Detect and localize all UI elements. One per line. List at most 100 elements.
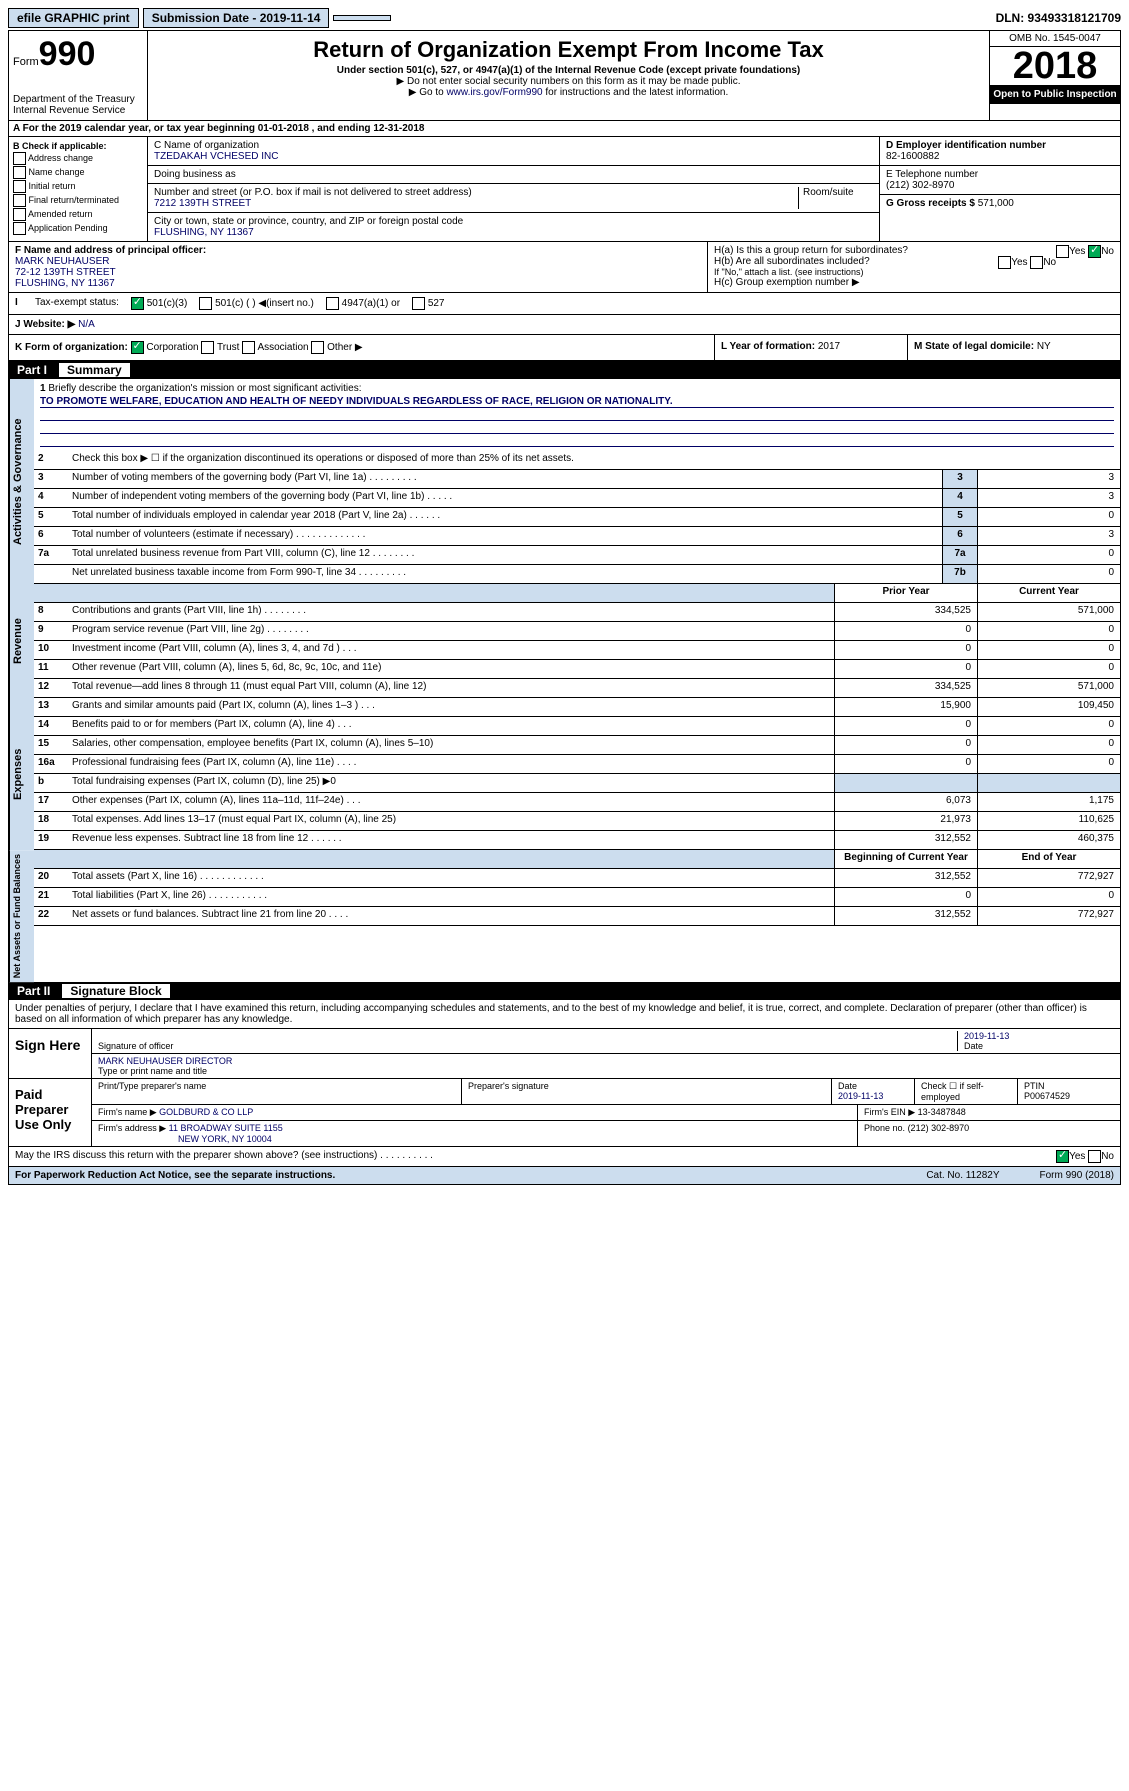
discuss: May the IRS discuss this return with the… [15, 1150, 433, 1163]
l8: Contributions and grants (Part VIII, lin… [68, 603, 834, 621]
chk-4947[interactable] [326, 297, 339, 310]
irs-link[interactable]: www.irs.gov/Form990 [446, 87, 542, 98]
self-emp: Check ☐ if self-employed [915, 1079, 1018, 1104]
b-title: B Check if applicable: [13, 141, 143, 151]
l10: Investment income (Part VIII, column (A)… [68, 641, 834, 659]
l21b: 0 [834, 888, 977, 906]
org-name: TZEDAKAH VCHESED INC [154, 151, 873, 162]
open-public: Open to Public Inspection [990, 85, 1120, 104]
l11p: 0 [834, 660, 977, 678]
sig-officer-lbl: Signature of officer [98, 1041, 957, 1051]
firm-name: GOLDBURD & CO LLP [159, 1107, 253, 1117]
b-opt[interactable]: Final return/terminated [13, 194, 143, 207]
header-right: OMB No. 1545-0047 2018 Open to Public In… [989, 31, 1120, 120]
street: 7212 139TH STREET [154, 198, 798, 209]
vert-revenue: Revenue [9, 584, 34, 698]
chk-501c[interactable] [199, 297, 212, 310]
b-opt[interactable]: Application Pending [13, 222, 143, 235]
b-opt[interactable]: Name change [13, 166, 143, 179]
l21: Total liabilities (Part X, line 26) . . … [68, 888, 834, 906]
l22e: 772,927 [977, 907, 1120, 925]
l5: Total number of individuals employed in … [68, 508, 942, 526]
sig-date: 2019-11-13 [964, 1031, 1114, 1041]
l8p: 334,525 [834, 603, 977, 621]
note1: ▶ Do not enter social security numbers o… [152, 76, 985, 87]
l14c: 0 [977, 717, 1120, 735]
chk-other[interactable] [311, 341, 324, 354]
prep-date: 2019-11-13 [838, 1091, 883, 1101]
discuss-yes[interactable]: ✓ [1056, 1150, 1069, 1163]
l15: Salaries, other compensation, employee b… [68, 736, 834, 754]
dln-label: DLN: 93493318121709 [996, 11, 1121, 25]
l9p: 0 [834, 622, 977, 640]
l6: Total number of volunteers (estimate if … [68, 527, 942, 545]
part1-header: Part I Summary [9, 361, 1120, 379]
b-opt[interactable]: Amended return [13, 208, 143, 221]
l3v: 3 [977, 470, 1120, 488]
l9c: 0 [977, 622, 1120, 640]
l17c: 1,175 [977, 793, 1120, 811]
m-label: M State of legal domicile: [914, 341, 1034, 352]
efile-button[interactable]: efile GRAPHIC print [8, 8, 139, 28]
l19c: 460,375 [977, 831, 1120, 849]
phone-lbl: Phone no. [864, 1123, 905, 1133]
form-title: Return of Organization Exempt From Incom… [152, 37, 985, 63]
name-lbl: Type or print name and title [98, 1066, 1114, 1076]
officer-street: 72-12 139TH STREET [15, 267, 701, 278]
l11c: 0 [977, 660, 1120, 678]
l9: Program service revenue (Part VIII, line… [68, 622, 834, 640]
l7bv: 0 [977, 565, 1120, 583]
domicile: NY [1037, 341, 1051, 352]
j-label: Website: ▶ [23, 319, 75, 330]
i-label: Tax-exempt status: [35, 297, 119, 310]
l20e: 772,927 [977, 869, 1120, 887]
header-left: Form990 Department of the Treasury Inter… [9, 31, 148, 120]
room-label: Room/suite [798, 187, 873, 209]
note2: ▶ Go to www.irs.gov/Form990 for instruct… [152, 87, 985, 98]
sig-name: MARK NEUHAUSER DIRECTOR [98, 1056, 1114, 1066]
l8c: 571,000 [977, 603, 1120, 621]
firm-addr2: NEW YORK, NY 10004 [178, 1134, 272, 1144]
l5v: 0 [977, 508, 1120, 526]
part1-title: Summary [59, 363, 130, 377]
chk-527[interactable] [412, 297, 425, 310]
l18c: 110,625 [977, 812, 1120, 830]
end-hdr: End of Year [977, 850, 1120, 868]
part1-tag: Part I [17, 363, 47, 377]
l19: Revenue less expenses. Subtract line 18 … [68, 831, 834, 849]
part2-tag: Part II [17, 984, 50, 998]
l6v: 3 [977, 527, 1120, 545]
discuss-no[interactable] [1088, 1150, 1101, 1163]
l2: Check this box ▶ ☐ if the organization d… [68, 451, 1120, 469]
vert-expenses: Expenses [9, 698, 34, 850]
b-opt[interactable]: Address change [13, 152, 143, 165]
chk-assoc[interactable] [242, 341, 255, 354]
chk-501c3[interactable]: ✓ [131, 297, 144, 310]
l16ap: 0 [834, 755, 977, 773]
l20b: 312,552 [834, 869, 977, 887]
l7av: 0 [977, 546, 1120, 564]
chk-corp[interactable]: ✓ [131, 341, 144, 354]
street-label: Number and street (or P.O. box if mail i… [154, 187, 798, 198]
officer-city: FLUSHING, NY 11367 [15, 278, 701, 289]
l15p: 0 [834, 736, 977, 754]
b-opt[interactable]: Initial return [13, 180, 143, 193]
k-label: K Form of organization: [15, 342, 128, 353]
firm-phone: (212) 302-8970 [908, 1123, 970, 1133]
ein: 82-1600882 [886, 151, 1114, 162]
city-label: City or town, state or province, country… [154, 216, 873, 227]
part2-title: Signature Block [62, 984, 169, 998]
hc-label: H(c) Group exemption number ▶ [714, 277, 1114, 288]
l17: Other expenses (Part IX, column (A), lin… [68, 793, 834, 811]
l20: Total assets (Part X, line 16) . . . . .… [68, 869, 834, 887]
d-label: D Employer identification number [886, 140, 1114, 151]
mission-text: TO PROMOTE WELFARE, EDUCATION AND HEALTH… [40, 396, 1114, 408]
l13c: 109,450 [977, 698, 1120, 716]
l12p: 334,525 [834, 679, 977, 697]
prep-sig-hdr: Preparer's signature [462, 1079, 832, 1104]
prior-hdr: Prior Year [834, 584, 977, 602]
l16ac: 0 [977, 755, 1120, 773]
e-label: E Telephone number [886, 169, 1114, 180]
chk-trust[interactable] [201, 341, 214, 354]
l10c: 0 [977, 641, 1120, 659]
